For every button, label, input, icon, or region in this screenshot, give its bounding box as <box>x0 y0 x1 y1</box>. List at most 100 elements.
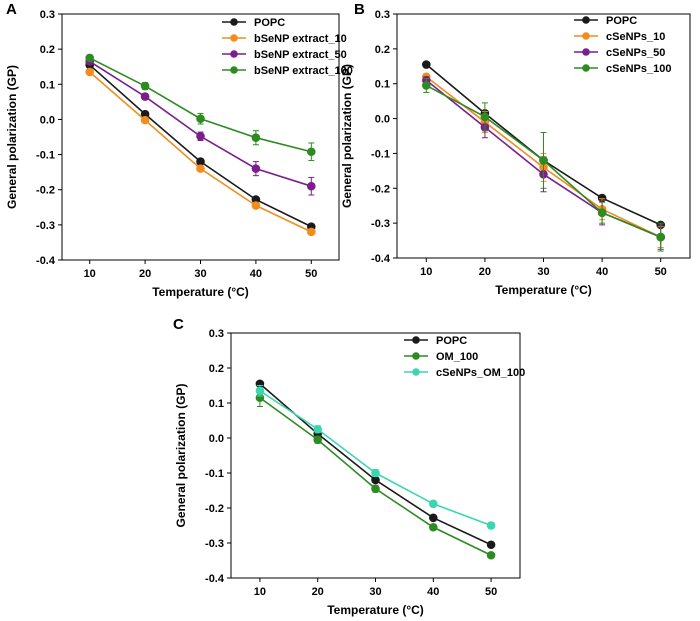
data-point <box>486 550 496 560</box>
data-point <box>480 112 490 122</box>
series-line <box>89 71 312 233</box>
legend-marker <box>412 352 420 360</box>
data-point <box>429 499 438 509</box>
y-tick-label: -0.2 <box>205 503 224 515</box>
series-line <box>259 383 492 546</box>
legend-marker <box>582 16 590 24</box>
data-point <box>196 164 205 173</box>
data-point <box>307 147 316 157</box>
panel-letter: B <box>354 1 365 18</box>
x-tick-label: 10 <box>84 268 96 280</box>
y-tick-label: -0.3 <box>205 538 224 550</box>
x-tick-label: 50 <box>305 268 317 280</box>
series-popc <box>255 379 496 550</box>
y-tick-label: -0.2 <box>36 185 55 197</box>
legend-label: POPC <box>606 15 637 27</box>
y-axis-title: General polarization (GP) <box>174 383 188 527</box>
data-point <box>140 81 150 91</box>
y-tick-label: -0.4 <box>371 253 391 265</box>
y-tick-label: 0.3 <box>209 328 224 340</box>
data-point <box>597 208 607 217</box>
legend-marker <box>230 18 238 26</box>
data-point <box>251 164 261 173</box>
y-tick-label: 0.2 <box>209 363 224 375</box>
x-tick-label: 50 <box>485 586 497 598</box>
panel-b: B -0.4 -0.3 -0.2 -0.1 0.0 0.1 0.2 0.3 10 20 30 40 50 T… <box>340 1 691 297</box>
y-axis-title: General polarization (GP) <box>5 65 19 209</box>
y-tick-label: 0.2 <box>375 44 390 56</box>
panel-letter: A <box>6 1 17 18</box>
data-point <box>307 181 316 191</box>
legend-marker <box>230 34 238 42</box>
series-csenps-100 <box>422 77 666 252</box>
x-tick-label: 20 <box>139 268 151 280</box>
legend-marker <box>230 50 238 58</box>
data-point <box>429 522 438 532</box>
legend-label: cSeNPs_100 <box>606 63 671 75</box>
series-line <box>89 64 312 228</box>
data-point <box>313 435 323 445</box>
x-axis-title: Temperature (°C) <box>327 603 424 617</box>
y-tick-label: -0.4 <box>36 255 56 267</box>
x-tick-label: 40 <box>250 268 262 280</box>
data-point <box>486 540 496 550</box>
data-point <box>140 115 150 125</box>
data-point <box>196 114 205 124</box>
data-point <box>429 513 438 523</box>
y-tick-label: -0.1 <box>371 148 390 160</box>
legend-label: cSeNPs_50 <box>606 47 665 59</box>
data-point <box>313 424 323 434</box>
x-tick-label: 30 <box>369 586 381 598</box>
x-tick-label: 10 <box>254 586 266 598</box>
x-tick-label: 20 <box>312 586 324 598</box>
series-bsenp-extract-50 <box>85 57 316 196</box>
data-point <box>251 201 261 210</box>
y-tick-label: -0.1 <box>36 150 55 162</box>
legend: POPC OM_100 cSeNPs_OM_100 <box>404 335 525 379</box>
y-axis-title: General polarization (GP) <box>340 64 354 208</box>
legend-label: POPC <box>436 335 467 347</box>
data-point <box>422 60 431 69</box>
x-axis-title: Temperature (°C) <box>495 283 592 297</box>
legend-marker <box>582 64 590 72</box>
y-tick-label: 0.0 <box>209 433 224 445</box>
legend-marker <box>412 368 420 376</box>
data-point <box>196 157 205 166</box>
legend-marker <box>412 336 420 344</box>
x-tick-label: 40 <box>427 586 439 598</box>
y-tick-label: -0.1 <box>205 468 224 480</box>
data-point <box>251 133 261 143</box>
panel-a: A -0.4 -0.3 -0.2 -0.1 0.0 0.1 0.2 0.3 10 20 30 40 50 T… <box>5 1 353 299</box>
legend: POPC cSeNPs_10 cSeNPs_50 cSeNPs_100 <box>574 15 671 75</box>
y-tick-label: 0.2 <box>40 44 55 56</box>
data-point <box>371 475 380 485</box>
x-axis-title: Temperature (°C) <box>152 285 249 299</box>
legend-label: bSeNP extract_50 <box>254 49 347 61</box>
data-point <box>307 227 316 237</box>
y-tick-label: -0.2 <box>371 183 390 195</box>
x-tick-label: 30 <box>537 266 549 278</box>
y-tick-label: -0.4 <box>205 573 225 585</box>
legend: POPC bSeNP extract_10 bSeNP extract_50 bSeN… <box>222 17 353 77</box>
x-tick-label: 50 <box>655 266 667 278</box>
legend-marker <box>582 32 590 40</box>
y-tick-label: -0.3 <box>371 218 390 230</box>
x-tick-label: 10 <box>420 266 432 278</box>
legend-label: cSeNPs_10 <box>606 31 665 43</box>
series-csenps-om-100 <box>255 385 496 530</box>
y-tick-label: 0.1 <box>375 79 390 91</box>
data-point <box>486 521 496 530</box>
data-point <box>140 92 150 101</box>
panel-letter: C <box>173 316 184 333</box>
data-point <box>422 81 431 90</box>
y-tick-label: 0.3 <box>40 9 55 21</box>
legend-marker <box>230 66 238 74</box>
legend-marker <box>582 48 590 56</box>
y-tick-label: 0.3 <box>375 9 390 21</box>
y-tick-label: 0.1 <box>40 79 55 91</box>
series-line <box>259 390 492 527</box>
y-tick-label: 0.0 <box>375 114 390 126</box>
data-point <box>656 232 666 242</box>
data-point <box>539 156 548 165</box>
legend-label: POPC <box>254 17 285 29</box>
